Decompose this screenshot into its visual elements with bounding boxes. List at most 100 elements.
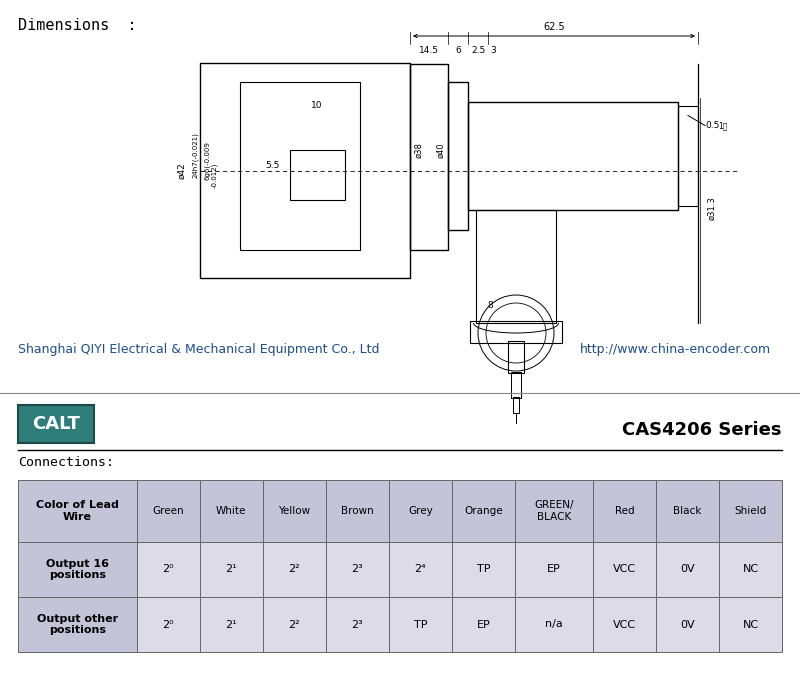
Text: Dimensions  :: Dimensions : (18, 18, 137, 33)
Text: Grey: Grey (408, 506, 433, 516)
Bar (656, 597, 719, 652)
Text: 2¹: 2¹ (226, 620, 237, 630)
Text: Shanghai QIYI Electrical & Mechanical Equipment Co., Ltd: Shanghai QIYI Electrical & Mechanical Eq… (18, 343, 379, 356)
Bar (719, 597, 782, 652)
Text: Shield: Shield (734, 506, 766, 516)
Bar (137, 480, 200, 542)
Text: NC: NC (742, 620, 758, 630)
Bar (326, 480, 389, 542)
Text: NC: NC (742, 565, 758, 574)
Bar (452, 542, 515, 597)
Text: -0.012): -0.012) (210, 163, 218, 188)
Text: 2³: 2³ (351, 565, 363, 574)
Bar (515, 542, 593, 597)
Text: TP: TP (414, 620, 427, 630)
Text: http://www.china-encoder.com: http://www.china-encoder.com (580, 343, 771, 356)
Bar (137, 597, 200, 652)
Text: Red: Red (614, 506, 634, 516)
Text: VCC: VCC (613, 620, 636, 630)
Text: n/a: n/a (545, 620, 562, 630)
Bar (389, 480, 452, 542)
Bar (290, 150, 345, 200)
Bar (262, 542, 326, 597)
Bar (389, 597, 452, 652)
Text: 2¹: 2¹ (226, 565, 237, 574)
Text: Output 16
positions: Output 16 positions (46, 558, 109, 580)
Text: 1㎜: 1㎜ (718, 121, 727, 130)
Bar (200, 542, 262, 597)
Text: ø31.3: ø31.3 (707, 196, 717, 220)
Bar (593, 597, 656, 652)
Text: Color of Lead
Wire: Color of Lead Wire (36, 500, 118, 522)
Text: 3: 3 (490, 46, 496, 55)
Text: Orange: Orange (464, 506, 502, 516)
Text: 24h7(-0.021): 24h7(-0.021) (192, 133, 198, 179)
Bar (470, 321, 562, 343)
Text: EP: EP (477, 620, 490, 630)
Text: 6g6(-0.009: 6g6(-0.009 (204, 141, 210, 180)
Text: Connections:: Connections: (18, 456, 114, 469)
Bar (678, 106, 698, 206)
Bar (452, 480, 515, 542)
Bar (18, 480, 137, 542)
Bar (656, 480, 719, 542)
Bar (326, 542, 389, 597)
Text: Output other
positions: Output other positions (37, 614, 118, 635)
Bar (508, 341, 524, 373)
Bar (448, 82, 468, 230)
Text: 62.5: 62.5 (543, 22, 565, 32)
Text: 0V: 0V (680, 620, 694, 630)
Bar (262, 597, 326, 652)
Bar (452, 597, 515, 652)
Bar (476, 210, 556, 323)
Text: 2²: 2² (289, 620, 300, 630)
Bar (410, 64, 448, 250)
Bar (200, 63, 410, 278)
Bar (719, 542, 782, 597)
Bar (200, 597, 262, 652)
FancyBboxPatch shape (18, 405, 94, 443)
Bar (515, 480, 593, 542)
Bar (719, 480, 782, 542)
Bar (18, 542, 137, 597)
Text: 2⁰: 2⁰ (162, 565, 174, 574)
Text: ø40: ø40 (437, 142, 446, 158)
Bar (200, 480, 262, 542)
Text: CAS4206 Series: CAS4206 Series (622, 421, 782, 439)
Text: 2⁴: 2⁴ (414, 565, 426, 574)
Text: Black: Black (674, 506, 702, 516)
Text: Yellow: Yellow (278, 506, 310, 516)
Text: 0V: 0V (680, 565, 694, 574)
Bar (593, 542, 656, 597)
Text: 2²: 2² (289, 565, 300, 574)
Text: GREEN/
BLACK: GREEN/ BLACK (534, 500, 574, 522)
Bar (262, 480, 326, 542)
Bar (137, 542, 200, 597)
Text: 8: 8 (487, 302, 493, 311)
Text: ø38: ø38 (414, 142, 423, 158)
Bar (515, 597, 593, 652)
Text: CALT: CALT (32, 415, 80, 433)
Text: Brown: Brown (341, 506, 374, 516)
Text: White: White (216, 506, 246, 516)
Bar (656, 542, 719, 597)
Text: 2.5: 2.5 (471, 46, 485, 55)
Text: ø42: ø42 (178, 162, 186, 179)
Text: 6: 6 (455, 46, 461, 55)
Text: Green: Green (152, 506, 184, 516)
Text: 2³: 2³ (351, 620, 363, 630)
Text: 2⁰: 2⁰ (162, 620, 174, 630)
Text: EP: EP (547, 565, 561, 574)
Text: TP: TP (477, 565, 490, 574)
Bar (468, 102, 678, 210)
Bar (240, 82, 360, 250)
Text: 14.5: 14.5 (419, 46, 439, 55)
Bar (326, 597, 389, 652)
Text: 0.5: 0.5 (705, 121, 719, 130)
Text: 10: 10 (311, 101, 322, 110)
Bar (593, 480, 656, 542)
Text: VCC: VCC (613, 565, 636, 574)
Bar (513, 397, 519, 413)
Text: 5.5: 5.5 (265, 161, 279, 170)
Bar (511, 372, 521, 398)
